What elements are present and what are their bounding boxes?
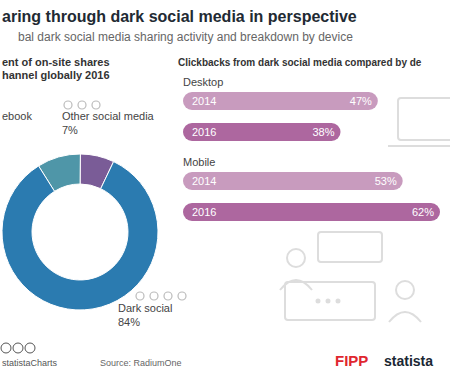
chat-bubble <box>318 232 382 262</box>
pie-title: hannel globally 2016 <box>2 69 110 81</box>
social-icon <box>64 101 72 109</box>
group-label: Desktop <box>183 76 223 88</box>
title: aring through dark social media in persp… <box>2 8 357 25</box>
messaging-icon <box>178 292 186 300</box>
messaging-icon <box>150 292 158 300</box>
license-icon <box>1 343 11 353</box>
chat-dot <box>327 300 330 303</box>
donut-slice <box>2 162 158 310</box>
bar <box>183 172 403 190</box>
bar-labels: 2014 47% 2014 53% 2016 38% 2016 62% <box>192 95 434 218</box>
bar <box>183 92 378 110</box>
slice-label: ebook <box>2 110 32 122</box>
subtitle: bal dark social media sharing activity a… <box>18 30 353 44</box>
bar-year: 2016 <box>192 206 216 218</box>
chat-dot <box>317 300 320 303</box>
bar-year: 2016 <box>192 126 216 138</box>
bar <box>183 123 341 141</box>
chat-bubble <box>285 282 375 320</box>
chat-dot <box>337 300 340 303</box>
data-label: 53% <box>375 175 397 187</box>
messaging-icon <box>164 292 172 300</box>
credit: statistaCharts <box>2 358 58 368</box>
bar-title: Clickbacks from dark social media compar… <box>178 57 422 68</box>
license-icon <box>13 343 23 353</box>
person-icon <box>280 280 312 290</box>
infographic: aring through dark social media in persp… <box>0 0 450 375</box>
logo-fipp: FIPP <box>335 352 368 369</box>
person-icon <box>389 312 421 322</box>
bar-year: 2014 <box>192 95 216 107</box>
slice-value: 7% <box>62 124 78 136</box>
person-icon <box>287 249 305 267</box>
bar <box>183 203 440 221</box>
social-icon <box>92 101 100 109</box>
slice-value: 84% <box>118 316 140 328</box>
messaging-icon <box>136 292 144 300</box>
laptop-icon <box>398 98 450 140</box>
pie-title: ent of on-site shares <box>2 56 110 68</box>
person-icon <box>396 281 414 299</box>
slice-label: Dark social <box>118 302 172 314</box>
group-label: Mobile <box>183 156 215 168</box>
donut <box>2 154 158 310</box>
data-label: 62% <box>412 206 434 218</box>
data-label: 47% <box>350 95 372 107</box>
logo-statista: statista <box>384 353 433 369</box>
license-icon <box>25 343 35 353</box>
laptop-icon <box>388 145 450 147</box>
source: Source: RadiumOne <box>100 358 182 368</box>
bar-year: 2014 <box>192 175 216 187</box>
slice-label: Other social media <box>62 110 155 122</box>
bars <box>183 92 440 221</box>
data-label: 38% <box>312 126 334 138</box>
social-icon <box>78 101 86 109</box>
